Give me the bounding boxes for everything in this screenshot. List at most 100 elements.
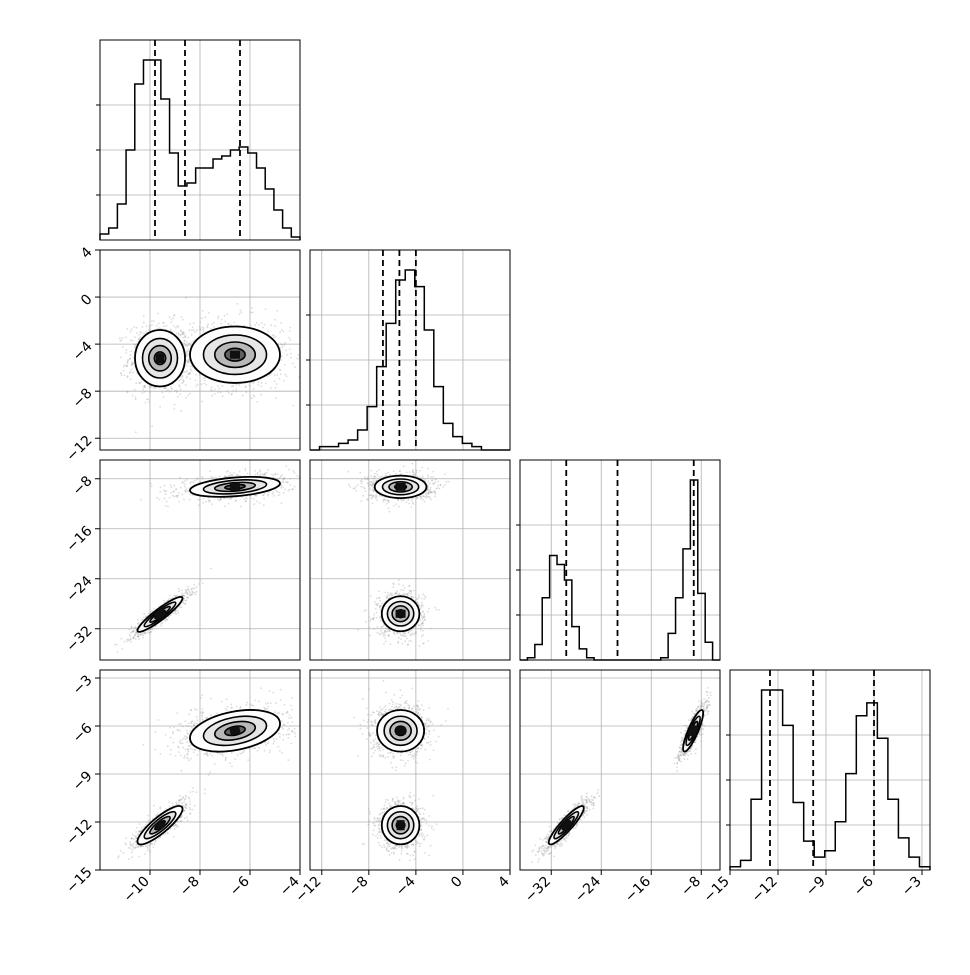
point (129, 372, 131, 374)
point (422, 634, 424, 636)
point (220, 323, 222, 325)
point (275, 397, 277, 399)
point (307, 493, 309, 495)
point (306, 354, 308, 356)
point (381, 632, 383, 634)
point (362, 495, 364, 497)
point (422, 475, 424, 477)
point (210, 328, 212, 330)
point (127, 359, 129, 361)
point (274, 374, 276, 376)
point (420, 624, 422, 626)
point (376, 617, 378, 619)
point (385, 592, 387, 594)
point (194, 592, 196, 594)
point (189, 323, 191, 325)
point (280, 343, 282, 345)
point (174, 390, 176, 392)
point (175, 610, 177, 612)
point (126, 328, 128, 330)
point (184, 603, 186, 605)
point (159, 406, 161, 408)
point (281, 355, 283, 357)
point (180, 487, 182, 489)
point (181, 606, 183, 608)
contour-group-1-0-0 (135, 330, 185, 386)
point (182, 601, 184, 603)
point (384, 637, 386, 639)
point (238, 384, 240, 386)
point (405, 593, 407, 595)
point (383, 635, 385, 637)
point (176, 333, 178, 335)
point (257, 473, 259, 475)
point (260, 473, 262, 475)
point (130, 331, 132, 333)
point (210, 476, 212, 478)
point (165, 388, 167, 390)
point (236, 474, 238, 476)
point (186, 376, 188, 378)
point (213, 326, 215, 328)
point (259, 469, 261, 471)
point (187, 586, 189, 588)
point (164, 498, 166, 500)
point (183, 331, 185, 333)
point (232, 390, 234, 392)
point (421, 598, 423, 600)
point (438, 609, 440, 611)
point (159, 499, 161, 501)
point (281, 359, 283, 361)
point (117, 651, 119, 653)
point (206, 384, 208, 386)
point (288, 490, 290, 492)
point (263, 504, 265, 506)
point (427, 611, 429, 613)
point (121, 648, 123, 650)
point (404, 587, 406, 589)
point (393, 505, 395, 507)
point (219, 476, 221, 478)
point (430, 487, 432, 489)
point (196, 478, 198, 480)
point (413, 590, 415, 592)
point (208, 499, 210, 501)
point (296, 475, 298, 477)
point (179, 393, 181, 395)
point (183, 333, 185, 335)
point (305, 369, 307, 371)
point (257, 384, 259, 386)
point (187, 361, 189, 363)
point (376, 598, 378, 600)
point (407, 644, 409, 646)
point (224, 321, 226, 323)
point (264, 493, 266, 495)
point (167, 619, 169, 621)
point (370, 618, 372, 620)
point (237, 474, 239, 476)
point (411, 463, 413, 465)
point (147, 631, 149, 633)
point (267, 330, 269, 332)
point (135, 632, 137, 634)
point (181, 590, 183, 592)
point (123, 366, 125, 368)
point (220, 392, 222, 394)
point (204, 380, 206, 382)
point (209, 470, 211, 472)
point (130, 641, 132, 643)
point (387, 628, 389, 630)
point (386, 630, 388, 632)
point (283, 380, 285, 382)
point (279, 369, 281, 371)
point (256, 401, 258, 403)
point (381, 626, 383, 628)
point (136, 332, 138, 334)
point (398, 579, 400, 581)
point (421, 604, 423, 606)
point (137, 633, 139, 635)
point (182, 337, 184, 339)
point (236, 384, 238, 386)
point (282, 346, 284, 348)
point (253, 498, 255, 500)
